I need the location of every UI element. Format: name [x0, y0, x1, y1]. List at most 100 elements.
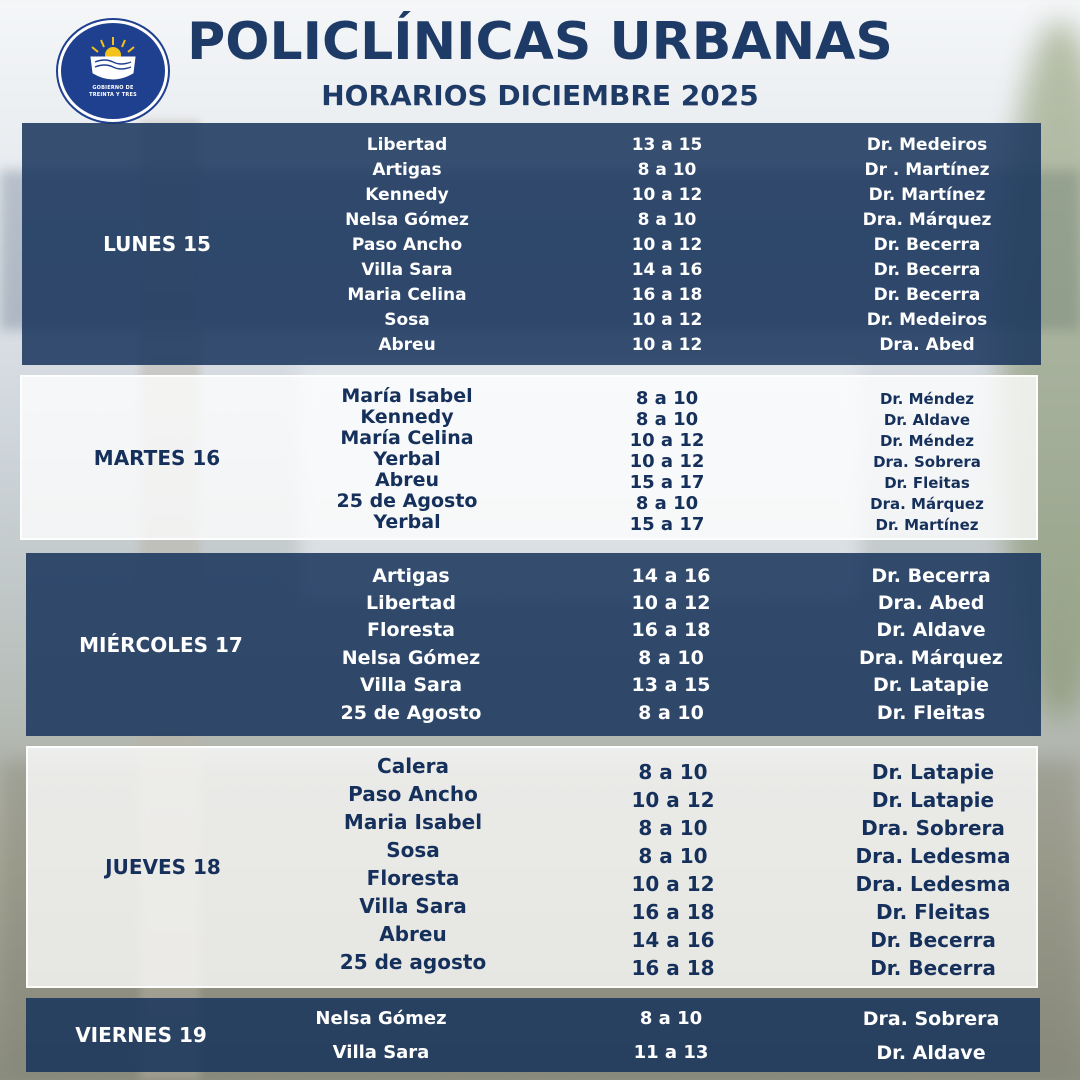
doctor: Dr. Latapie [871, 788, 995, 812]
place: Sosa [384, 310, 430, 330]
time: 8 a 10 [638, 647, 704, 669]
place: Yerbal [373, 448, 441, 470]
day-label: LUNES 15 [103, 232, 211, 256]
time: 14 a 16 [631, 565, 711, 587]
doctor: Dr. Becerra [873, 235, 981, 255]
doctor: Dr. Martínez [875, 516, 979, 534]
government-logo: GOBIERNO DE TREINTA Y TRES [58, 20, 168, 122]
time: 15 a 17 [629, 472, 705, 493]
place: Maria Celina [347, 285, 467, 305]
place: Abreu [378, 335, 436, 355]
doctor: Dra. Ledesma [855, 872, 1011, 896]
doctor: Dr. Fleitas [875, 900, 991, 924]
place: Nelsa Gómez [345, 210, 469, 230]
place: 25 de Agosto [336, 490, 478, 512]
time: 16 a 18 [631, 285, 703, 305]
time: 15 a 17 [629, 514, 705, 535]
doctor: Dr. Aldave [883, 411, 971, 429]
doctor: Dr. Méndez [879, 432, 975, 450]
day-label: MARTES 16 [93, 445, 221, 470]
time: 10 a 12 [631, 788, 715, 812]
doctor: Dr. Becerra [873, 285, 981, 305]
place: María Isabel [341, 385, 473, 407]
time: 13 a 15 [631, 674, 711, 696]
time: 8 a 10 [639, 1008, 703, 1029]
time: 10 a 12 [631, 235, 703, 255]
place: Nelsa Gómez [315, 1008, 447, 1029]
doctor: Dr. Fleitas [876, 702, 986, 724]
doctor: Dr. Martínez [868, 185, 986, 205]
place: María Celina [340, 427, 474, 449]
day-label: JUEVES 18 [105, 855, 221, 879]
day-block-tuesday: MARTES 16 María Isabel 8 a 10 Dr. Méndez… [20, 375, 1038, 540]
time: 8 a 10 [638, 844, 708, 868]
time: 10 a 12 [629, 451, 705, 472]
time: 8 a 10 [638, 702, 704, 724]
time: 14 a 16 [631, 928, 715, 952]
doctor: Dr. Fleitas [884, 474, 970, 492]
time: 8 a 10 [637, 210, 697, 230]
day-block-wednesday: MIÉRCOLES 17 Artigas 14 a 16 Dr. Becerra… [26, 553, 1041, 736]
time: 10 a 12 [629, 430, 705, 451]
doctor: Dra. Sobrera [862, 1008, 1000, 1030]
doctor: Dr. Becerra [871, 565, 991, 587]
place: Kennedy [360, 406, 454, 428]
doctor: Dr. Latapie [872, 674, 990, 696]
doctor: Dr. Latapie [871, 760, 995, 784]
time: 16 a 18 [631, 900, 715, 924]
place: Sosa [386, 838, 440, 862]
day-block-monday: LUNES 15 Libertad 13 a 15 Dr. Medeiros A… [22, 123, 1041, 365]
page-title: POLICLÍNICAS URBANAS [187, 12, 893, 72]
doctor: Dra. Abed [879, 335, 975, 355]
day-block-friday: VIERNES 19 Nelsa Gómez 8 a 10 Dra. Sobre… [26, 998, 1040, 1072]
place: Maria Isabel [343, 810, 483, 834]
place: Libertad [366, 135, 448, 155]
doctor: Dr. Medeiros [866, 135, 988, 155]
day-label: VIERNES 19 [75, 1023, 207, 1047]
time: 8 a 10 [638, 760, 708, 784]
time: 11 a 13 [633, 1042, 709, 1063]
day-label: MIÉRCOLES 17 [79, 632, 243, 657]
time: 14 a 16 [631, 260, 703, 280]
place: Paso Ancho [348, 782, 478, 806]
place: Villa Sara [332, 1042, 430, 1063]
doctor: Dr. Aldave [876, 1042, 986, 1064]
place: Floresta [366, 866, 460, 890]
place: Kennedy [365, 185, 449, 205]
place: Abreu [374, 469, 440, 491]
shield-sun-icon [90, 37, 136, 80]
place: 25 de agosto [339, 950, 487, 974]
time: 8 a 10 [638, 816, 708, 840]
time: 16 a 18 [631, 619, 711, 641]
doctor: Dra. Sobrera [873, 453, 981, 471]
logo-text-line2: TREINTA Y TRES [89, 92, 137, 98]
time: 10 a 12 [631, 185, 703, 205]
time: 10 a 12 [631, 335, 703, 355]
place: Libertad [366, 592, 456, 614]
doctor: Dra. Abed [877, 592, 985, 614]
place: Villa Sara [359, 894, 467, 918]
place: Paso Ancho [351, 235, 463, 255]
time: 10 a 12 [631, 592, 711, 614]
doctor: Dr. Becerra [873, 260, 981, 280]
logo-text-line1: GOBIERNO DE [92, 85, 134, 91]
time: 10 a 12 [631, 872, 715, 896]
place: Floresta [366, 619, 455, 641]
time: 13 a 15 [631, 135, 703, 155]
place: Nelsa Gómez [341, 647, 481, 669]
doctor: Dr . Martínez [864, 160, 990, 180]
doctor: Dr. Becerra [870, 928, 996, 952]
doctor: Dr. Medeiros [866, 310, 988, 330]
time: 16 a 18 [631, 956, 715, 980]
doctor: Dra. Sobrera [861, 816, 1005, 840]
page-subtitle: HORARIOS DICIEMBRE 2025 [321, 79, 759, 112]
doctor: Dr. Méndez [879, 390, 975, 408]
doctor: Dra. Ledesma [855, 844, 1011, 868]
time: 8 a 10 [635, 493, 699, 514]
doctor: Dra. Márquez [870, 495, 984, 513]
doctor: Dra. Márquez [859, 647, 1003, 669]
doctor: Dr. Aldave [876, 619, 986, 641]
place: Artigas [372, 160, 442, 180]
time: 8 a 10 [635, 388, 699, 409]
doctor: Dra. Márquez [862, 210, 992, 230]
